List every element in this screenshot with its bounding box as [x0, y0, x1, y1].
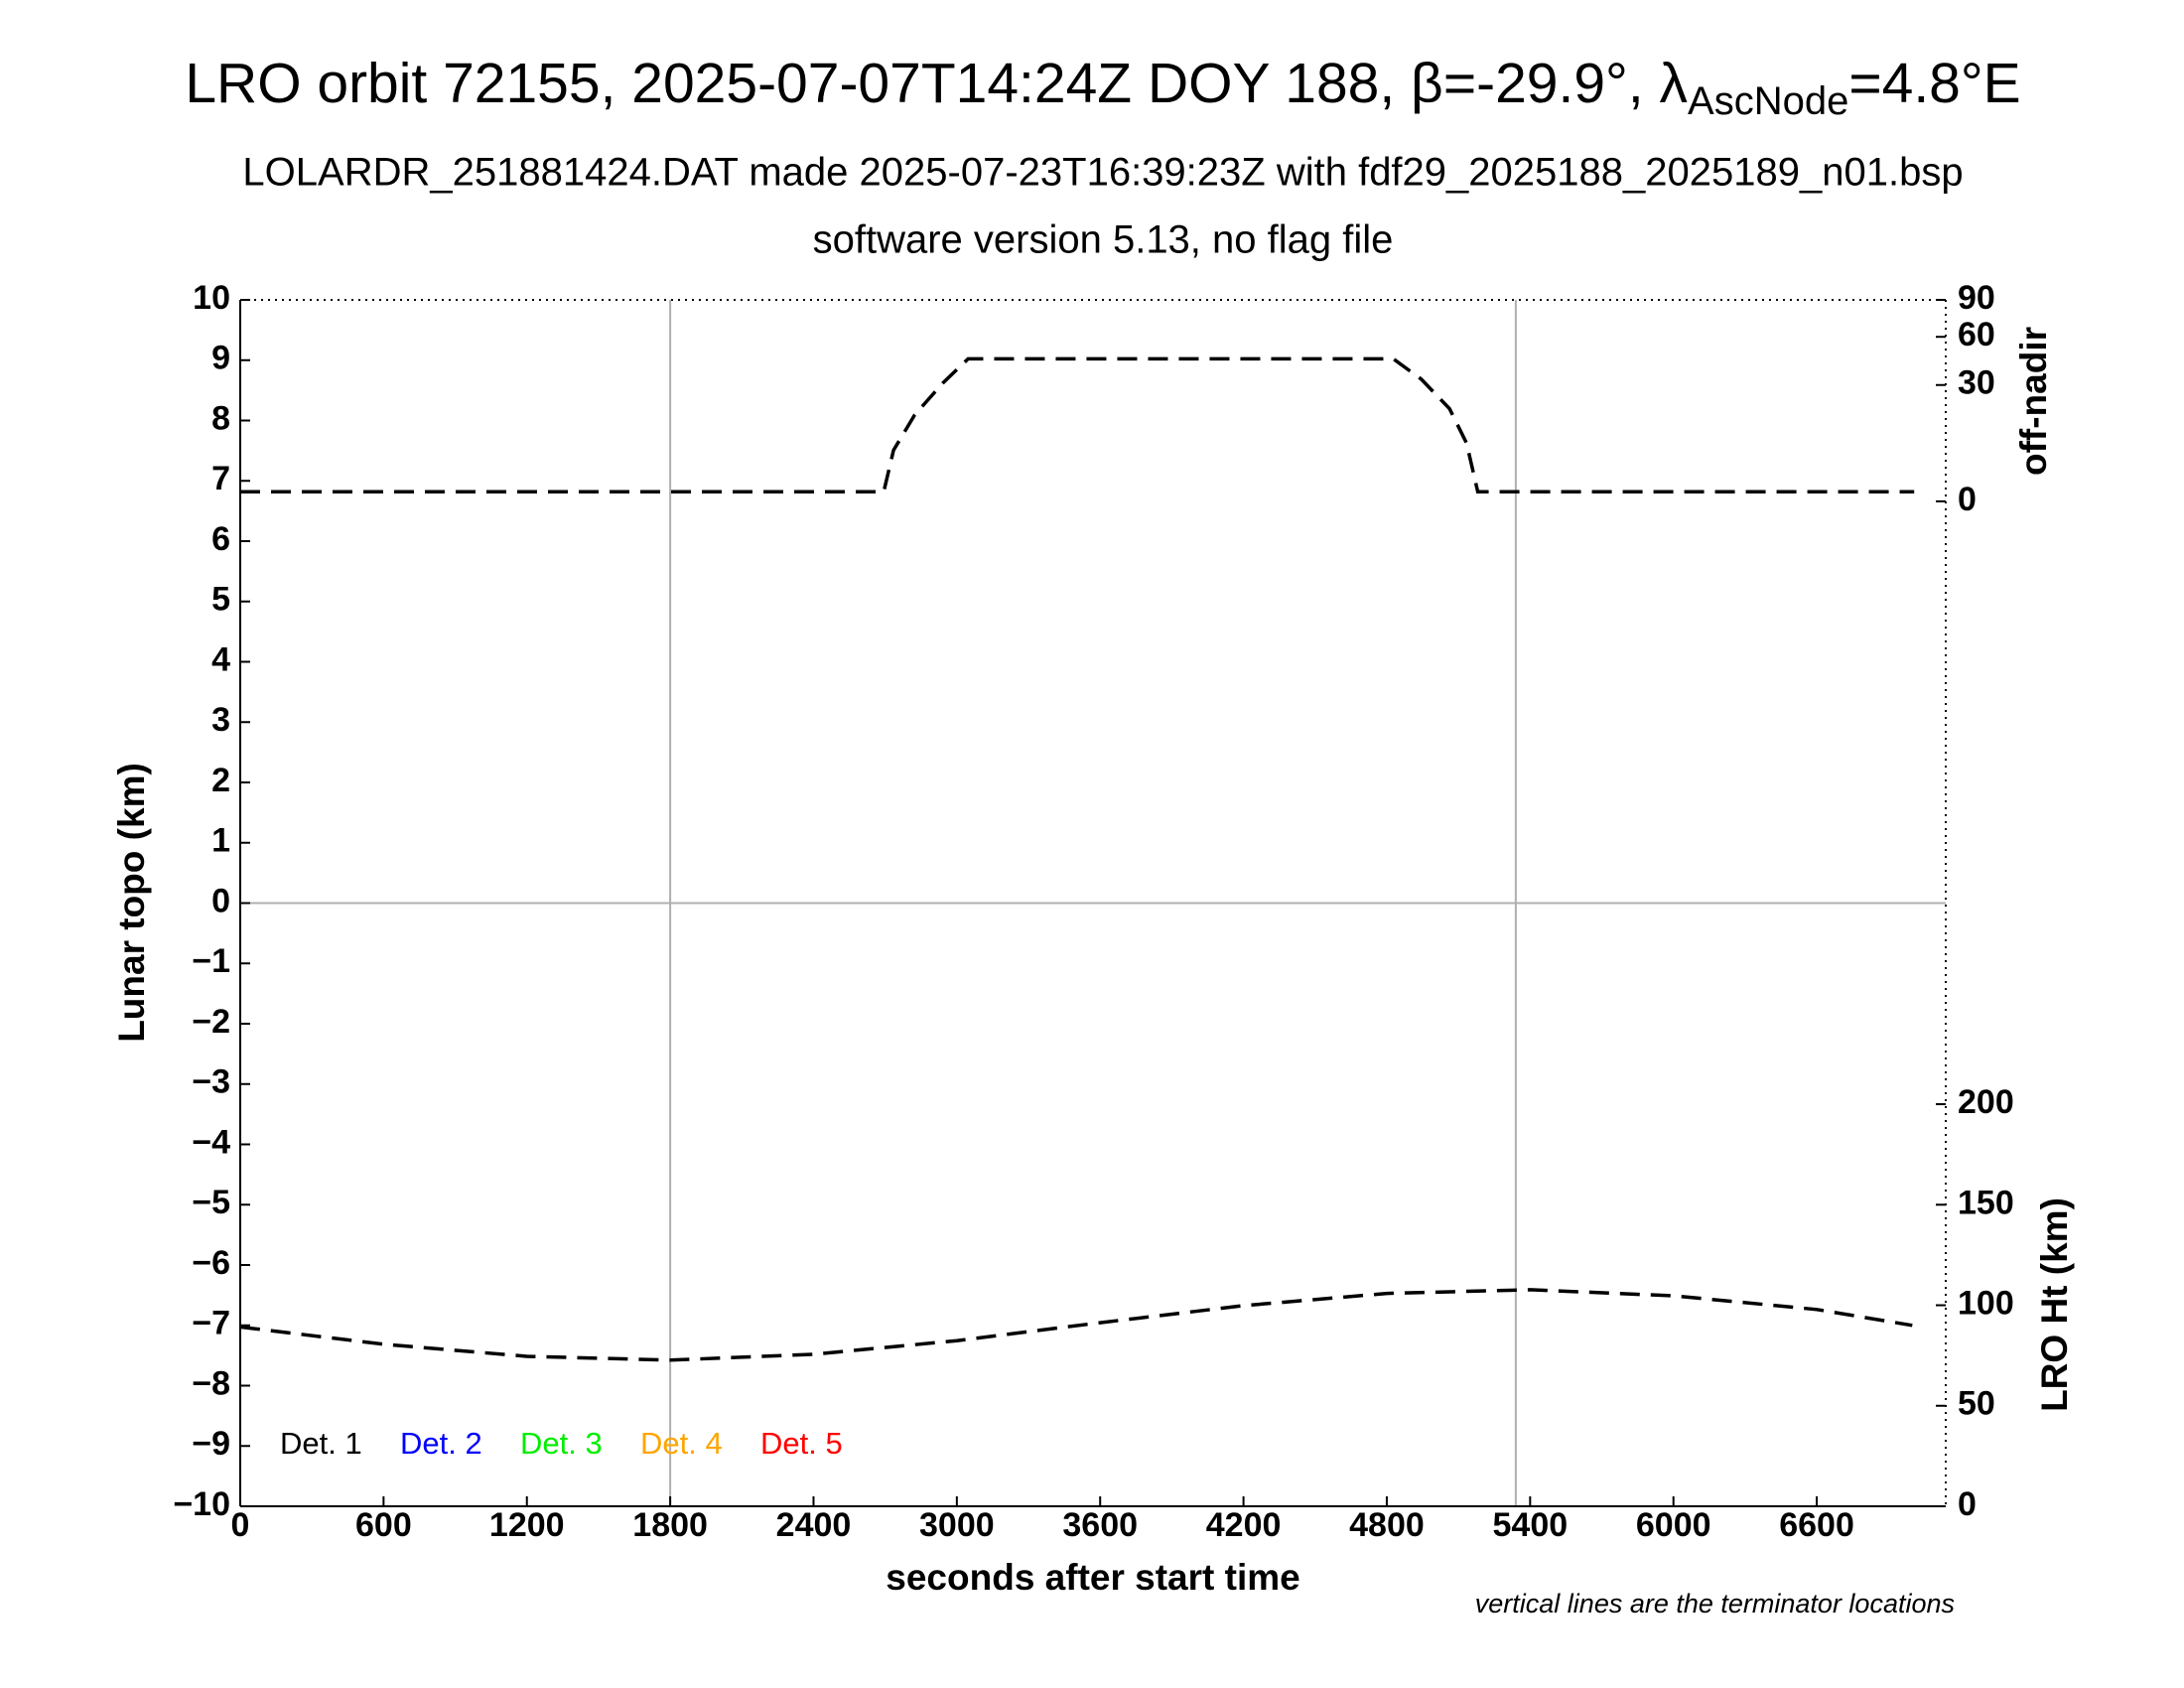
y-tick-label: 3 — [211, 701, 230, 739]
y-tick-label: −2 — [192, 1003, 230, 1041]
y2-axis-label: off-nadir — [2013, 327, 2054, 476]
legend-entry: Det. 1 — [280, 1426, 362, 1461]
x-tick-label: 3000 — [919, 1506, 995, 1544]
y-tick-label: −3 — [192, 1063, 230, 1101]
x-tick-label: 0 — [231, 1506, 250, 1544]
x-tick-label: 4800 — [1349, 1506, 1425, 1544]
x-tick-label: 600 — [355, 1506, 412, 1544]
y-axis-label: Lunar topo (km) — [111, 763, 152, 1043]
y-tick-label: −7 — [192, 1305, 230, 1342]
chart-title: LRO orbit 72155, 2025-07-07T14:24Z DOY 1… — [185, 52, 2020, 123]
y3-tick-label: 0 — [1958, 1485, 1977, 1523]
x-tick-label: 1200 — [489, 1506, 565, 1544]
x-tick-label: 5400 — [1493, 1506, 1569, 1544]
x-tick-label: 6000 — [1636, 1506, 1711, 1544]
series-line — [240, 356, 1915, 494]
y-tick-label: 9 — [211, 340, 230, 377]
y3-tick-label: 100 — [1958, 1285, 2014, 1323]
x-axis-label: seconds after start time — [886, 1557, 1299, 1598]
y-tick-label: −4 — [192, 1123, 230, 1161]
title-end: =4.8°E — [1848, 52, 2020, 115]
x-tick-label: 4200 — [1206, 1506, 1282, 1544]
x-tick-label: 2400 — [776, 1506, 852, 1544]
y-tick-label: −10 — [173, 1485, 230, 1523]
y-tick-label: −8 — [192, 1364, 230, 1402]
legend-entry: Det. 5 — [760, 1426, 843, 1461]
y-tick-label: 6 — [211, 520, 230, 558]
y-tick-label: −1 — [192, 942, 230, 980]
y-tick-label: 4 — [211, 640, 230, 678]
y3-tick-label: 150 — [1958, 1184, 2014, 1221]
title-subscript: AscNode — [1688, 79, 1848, 123]
legend-entry: Det. 4 — [640, 1426, 723, 1461]
y-tick-label: 0 — [211, 882, 230, 919]
y3-tick-label: 200 — [1958, 1083, 2014, 1121]
y2-tick-label: 0 — [1958, 481, 1977, 518]
y-tick-label: −6 — [192, 1244, 230, 1282]
x-tick-label: 3600 — [1062, 1506, 1138, 1544]
y2-tick-label: 90 — [1958, 279, 1995, 317]
subtitle: LOLARDR_251881424.DAT made 2025-07-23T16… — [242, 151, 1963, 195]
y3-axis-label: LRO Ht (km) — [2034, 1197, 2075, 1412]
x-tick-label: 1800 — [632, 1506, 708, 1544]
subtitle: software version 5.13, no flag file — [813, 218, 1394, 262]
y-tick-label: 7 — [211, 460, 230, 497]
y-tick-label: 1 — [211, 822, 230, 860]
y-tick-label: −5 — [192, 1184, 230, 1221]
y-tick-label: 5 — [211, 581, 230, 619]
y2-tick-label: 60 — [1958, 316, 1995, 353]
x-tick-label: 6600 — [1779, 1506, 1854, 1544]
y-tick-label: −9 — [192, 1425, 230, 1463]
legend-entry: Det. 3 — [520, 1426, 603, 1461]
y-tick-label: 10 — [193, 279, 230, 317]
legend-entry: Det. 2 — [400, 1426, 482, 1461]
title-main: LRO orbit 72155, 2025-07-07T14:24Z DOY 1… — [185, 52, 1688, 115]
y3-tick-label: 50 — [1958, 1385, 1995, 1423]
series-line — [239, 1288, 1913, 1362]
y-tick-label: 2 — [211, 762, 230, 799]
note: vertical lines are the terminator locati… — [1475, 1589, 1955, 1618]
y-tick-label: 8 — [211, 399, 230, 437]
y2-tick-label: 30 — [1958, 364, 1995, 402]
